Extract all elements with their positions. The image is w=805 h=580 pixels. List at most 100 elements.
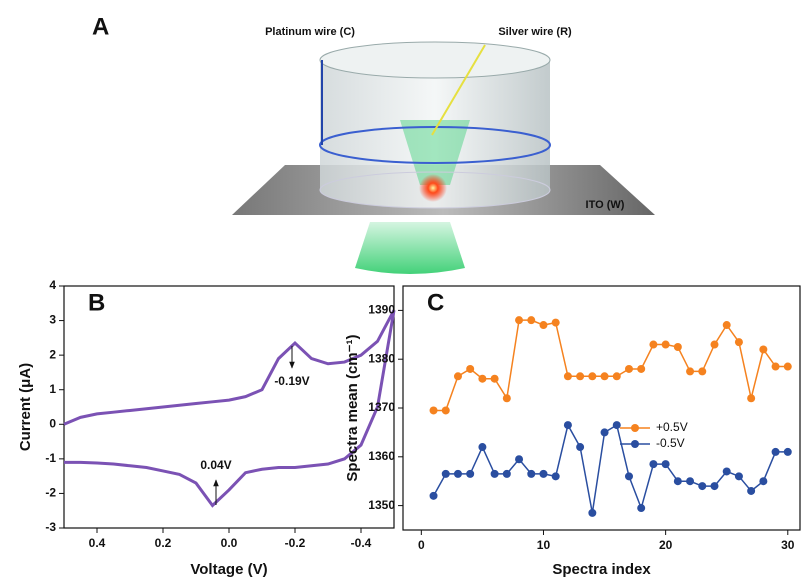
data-point (527, 470, 535, 478)
data-point (564, 421, 572, 429)
data-point (698, 482, 706, 490)
data-point (686, 477, 694, 485)
y-tick-label: 0 (49, 416, 56, 430)
data-point (576, 443, 584, 451)
data-point (588, 372, 596, 380)
y-tick-label: 1 (49, 382, 56, 396)
data-point (552, 472, 560, 480)
x-tick-label: 0.2 (155, 536, 172, 550)
data-point (613, 372, 621, 380)
data-point (784, 363, 792, 371)
data-point (723, 321, 731, 329)
data-point (710, 341, 718, 349)
data-point (588, 509, 596, 517)
data-point (515, 316, 523, 324)
data-point (491, 375, 499, 383)
data-point (466, 470, 474, 478)
y-tick-label: 4 (49, 278, 56, 292)
x-axis-title: Spectra index (552, 561, 651, 578)
data-point (552, 319, 560, 327)
data-point (772, 448, 780, 456)
data-point (784, 448, 792, 456)
y-tick-label: 3 (49, 313, 56, 327)
data-point (576, 372, 584, 380)
data-point (735, 338, 743, 346)
platinum-label: Platinum wire (C) (265, 26, 355, 38)
data-point (759, 477, 767, 485)
data-point (637, 504, 645, 512)
legend-label: +0.5V (656, 420, 688, 434)
series-line (434, 425, 788, 513)
data-point (674, 343, 682, 351)
y-tick-label: -1 (45, 451, 56, 465)
data-point (601, 372, 609, 380)
data-point (454, 470, 462, 478)
annotation: -0.19V (274, 374, 309, 388)
data-point (442, 470, 450, 478)
data-point (430, 492, 438, 500)
data-point (527, 316, 535, 324)
data-point (710, 482, 718, 490)
data-point (747, 487, 755, 495)
x-tick-label: -0.2 (285, 536, 306, 550)
x-tick-label: 10 (537, 538, 551, 552)
data-point (601, 428, 609, 436)
silver-label: Silver wire (R) (498, 26, 572, 38)
panel-letter: B (88, 289, 105, 316)
data-point (442, 406, 450, 414)
plot-frame (403, 286, 800, 530)
x-tick-label: 30 (781, 538, 795, 552)
data-point (430, 406, 438, 414)
data-point (625, 472, 633, 480)
cell-top (320, 42, 550, 78)
data-point (662, 460, 670, 468)
data-point (772, 363, 780, 371)
data-point (649, 460, 657, 468)
y-tick-label: -2 (45, 486, 56, 500)
data-point (662, 341, 670, 349)
data-point (515, 455, 523, 463)
data-point (454, 372, 462, 380)
series-line (434, 320, 788, 410)
panel-a: A Platinum wire (C) Silver wire (R) ITO … (92, 13, 655, 274)
panel-letter: A (92, 13, 109, 40)
data-point (478, 375, 486, 383)
ito-label: ITO (W) (586, 199, 625, 211)
panel-letter: C (427, 289, 444, 316)
annotation: 0.04V (200, 458, 231, 472)
data-point (735, 472, 743, 480)
x-tick-label: 0.4 (89, 536, 106, 550)
y-tick-label: -3 (45, 520, 56, 534)
data-point (747, 394, 755, 402)
data-point (564, 372, 572, 380)
laser-spot (419, 174, 447, 202)
x-tick-label: -0.4 (351, 536, 372, 550)
data-point (625, 365, 633, 373)
y-axis-title: Current (μA) (17, 363, 34, 451)
legend-marker (631, 424, 639, 432)
y-tick-label: 2 (49, 347, 56, 361)
data-point (649, 341, 657, 349)
x-tick-label: 20 (659, 538, 673, 552)
data-point (503, 394, 511, 402)
data-point (723, 467, 731, 475)
data-point (613, 421, 621, 429)
figure: A Platinum wire (C) Silver wire (R) ITO … (0, 0, 805, 580)
data-point (466, 365, 474, 373)
y-tick-label: 1390 (368, 303, 395, 317)
data-point (686, 367, 694, 375)
data-point (539, 470, 547, 478)
data-point (759, 345, 767, 353)
y-tick-label: 1350 (368, 498, 395, 512)
legend-label: -0.5V (656, 436, 685, 450)
x-tick-label: 0.0 (221, 536, 238, 550)
x-tick-label: 0 (418, 538, 425, 552)
y-axis-title: Spectra mean (cm⁻¹) (344, 334, 361, 481)
page: A Platinum wire (C) Silver wire (R) ITO … (0, 0, 805, 580)
legend-marker (631, 440, 639, 448)
data-point (539, 321, 547, 329)
light-cone (355, 222, 465, 274)
data-point (698, 367, 706, 375)
data-point (637, 365, 645, 373)
data-point (674, 477, 682, 485)
